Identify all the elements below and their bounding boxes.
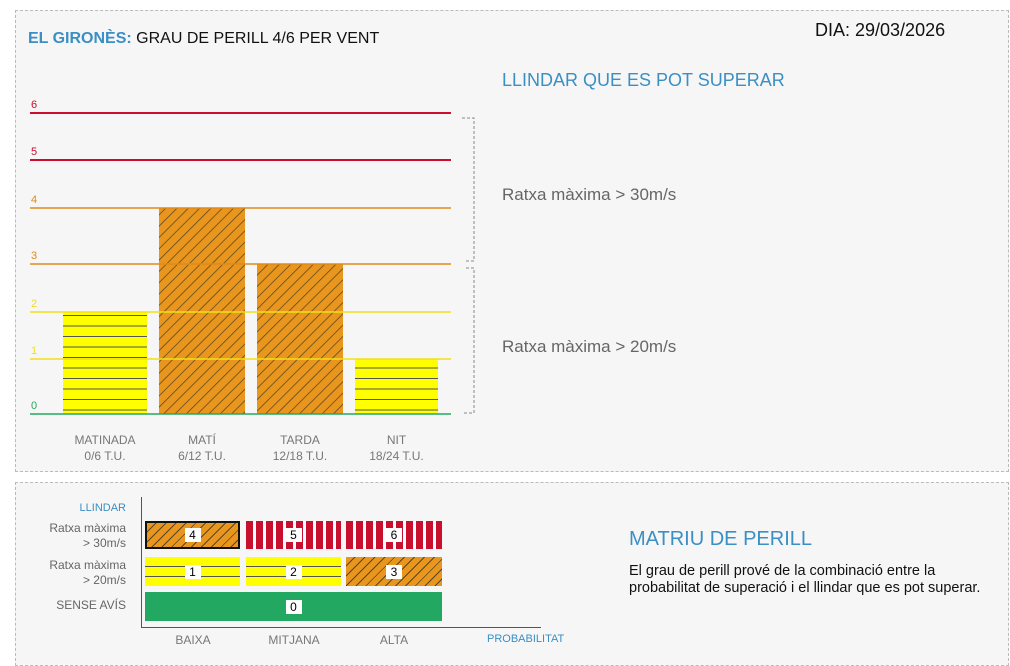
threshold-lower: Ratxa màxima > 20m/s — [502, 337, 677, 356]
matrix-y-title: LLINDAR — [79, 502, 126, 514]
threshold-bracket — [462, 117, 475, 414]
matrix-cell-5: 5 — [246, 521, 341, 549]
matrix-row-label: Ratxa màxima > 30m/s — [26, 521, 126, 551]
cell-level: 2 — [285, 564, 302, 579]
region-name: EL GIRONÈS: — [28, 30, 132, 47]
threshold-upper: Ratxa màxima > 30m/s — [502, 185, 677, 204]
cell-level: 4 — [184, 528, 201, 542]
matrix-cell-6: 6 — [346, 521, 442, 549]
y-tick-label: 5 — [31, 146, 37, 158]
x-tick-label: NIT 18/24 T.U. — [342, 432, 452, 464]
row-label-line1: SENSE AVÍS — [56, 598, 126, 612]
y-tick-label: 6 — [31, 99, 37, 111]
matrix-cell-3: 3 — [346, 557, 442, 586]
matrix-cell-1: 1 — [145, 557, 240, 586]
period-name: MATÍ — [188, 433, 216, 447]
cell-level: 5 — [285, 528, 302, 542]
page-title: EL GIRONÈS: GRAU DE PERILL 4/6 PER VENT — [28, 30, 379, 48]
danger-chart: 0 1 2 3 4 5 6 — [30, 99, 475, 415]
matrix-heading: MATRIU DE PERILL — [629, 528, 812, 550]
y-tick-label: 0 — [31, 400, 37, 412]
matrix-x-axis — [141, 627, 541, 628]
matrix-col-label: MITJANA — [268, 633, 320, 647]
matrix-x-title: PROBABILITAT — [487, 633, 565, 645]
period-name: MATINADA — [74, 433, 136, 447]
period-hours: 6/12 T.U. — [178, 449, 226, 463]
x-tick-label: MATÍ 6/12 T.U. — [147, 432, 257, 464]
period-name: NIT — [386, 433, 407, 447]
x-tick-label: MATINADA 0/6 T.U. — [50, 432, 160, 464]
y-tick-label: 4 — [31, 194, 37, 206]
bar-matí — [159, 208, 245, 414]
title-text: GRAU DE PERILL 4/6 PER VENT — [136, 30, 380, 47]
matrix-row-label: Ratxa màxima > 20m/s — [26, 558, 126, 588]
period-hours: 0/6 T.U. — [84, 449, 126, 463]
row-label-line2: > 20m/s — [82, 573, 126, 587]
matrix-y-axis — [141, 497, 142, 627]
y-tick-label: 3 — [31, 250, 37, 262]
row-label-line2: > 30m/s — [82, 536, 126, 550]
cell-level: 1 — [184, 564, 201, 579]
matrix-cell-2: 2 — [246, 557, 341, 586]
matrix-col-label: BAIXA — [175, 633, 211, 647]
threshold-title: LLINDAR QUE ES POT SUPERAR — [502, 70, 785, 90]
y-tick-label: 2 — [31, 298, 37, 310]
y-tick-label: 1 — [31, 345, 37, 357]
x-tick-label: TARDA 12/18 T.U. — [245, 432, 355, 464]
bar-tarda — [257, 264, 343, 414]
matrix-cell-0: 0 — [145, 592, 442, 621]
matrix-cell-4: 4 — [145, 521, 240, 549]
period-hours: 18/24 T.U. — [369, 449, 424, 463]
bar-matinada — [63, 312, 147, 414]
period-name: TARDA — [280, 433, 320, 447]
row-label-line1: Ratxa màxima — [49, 521, 126, 535]
cell-level: 6 — [386, 528, 402, 542]
row-label-line1: Ratxa màxima — [49, 558, 126, 572]
cell-level: 3 — [386, 564, 402, 579]
period-hours: 12/18 T.U. — [272, 449, 328, 463]
bar-nit — [355, 359, 438, 414]
cell-level: 0 — [285, 599, 302, 614]
matrix-row-label: SENSE AVÍS — [26, 598, 126, 613]
matrix-description: El grau de perill prové de la combinació… — [629, 563, 981, 596]
matrix-col-label: ALTA — [379, 633, 409, 647]
date-label: DIA: 29/03/2026 — [815, 20, 946, 40]
